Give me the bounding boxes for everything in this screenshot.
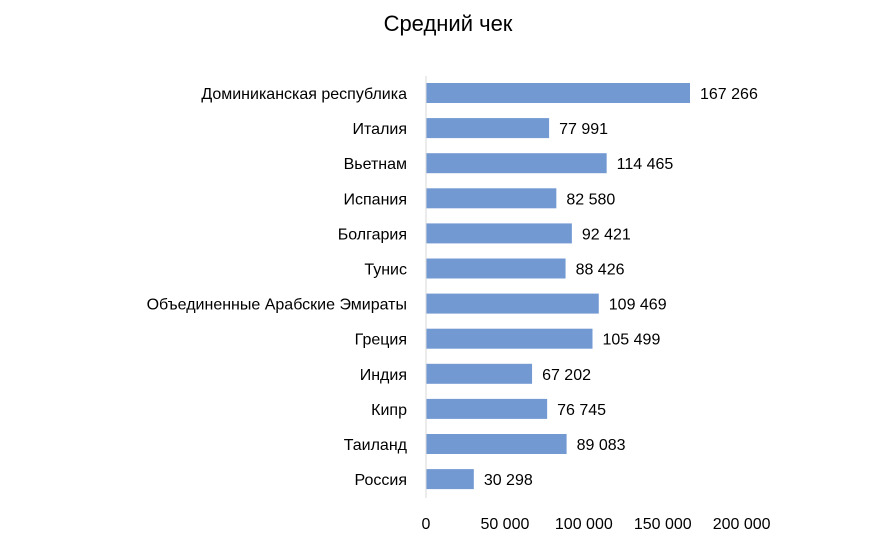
- category-label: Таиланд: [344, 437, 408, 454]
- category-label: Тунис: [364, 262, 407, 279]
- bar: [426, 153, 607, 174]
- category-label: Греция: [355, 332, 407, 349]
- value-label: 88 426: [576, 262, 625, 279]
- x-tick-label: 100 000: [555, 516, 613, 533]
- x-tick-label: 50 000: [480, 516, 529, 533]
- bar: [426, 328, 593, 349]
- bars-group: [426, 83, 690, 490]
- value-label: 30 298: [484, 472, 533, 489]
- bar: [426, 83, 690, 103]
- category-label: Объединенные Арабские Эмираты: [147, 297, 407, 314]
- bar: [426, 469, 474, 490]
- value-label: 92 421: [582, 226, 631, 243]
- bar: [426, 293, 599, 314]
- value-label: 77 991: [559, 121, 608, 138]
- x-tick-label: 150 000: [634, 516, 692, 533]
- bar: [426, 363, 533, 384]
- category-label: Кипр: [371, 402, 407, 419]
- value-label: 67 202: [542, 367, 591, 384]
- bar: [426, 188, 557, 209]
- category-labels-group: Доминиканская республика Италия Вьетнам Исп…: [147, 86, 408, 489]
- value-label: 109 469: [609, 297, 667, 314]
- bar: [426, 258, 566, 279]
- category-label: Испания: [344, 191, 408, 208]
- category-label: Италия: [353, 121, 407, 138]
- bar: [426, 118, 550, 139]
- category-label: Индия: [360, 367, 407, 384]
- category-label: Вьетнам: [344, 156, 407, 173]
- chart-title: Средний чек: [384, 11, 513, 36]
- value-label: 89 083: [577, 437, 626, 454]
- category-label: Болгария: [338, 226, 407, 243]
- x-tick-label: 200 000: [713, 516, 771, 533]
- bar: [426, 398, 548, 419]
- x-tick-labels-group: 0 50 000 100 000 150 000 200 000: [422, 516, 771, 533]
- value-label: 105 499: [603, 332, 661, 349]
- bar: [426, 223, 572, 244]
- value-label: 114 465: [617, 156, 674, 173]
- value-label: 167 266: [700, 86, 758, 103]
- value-labels-group: 167 266 77 991 114 465 82 580 92 421 88 426 10…: [484, 86, 758, 489]
- category-label: Доминиканская республика: [201, 86, 407, 103]
- value-label: 76 745: [557, 402, 606, 419]
- x-tick-label: 0: [422, 516, 431, 533]
- category-label: Россия: [355, 472, 407, 489]
- value-label: 82 580: [566, 191, 615, 208]
- bar: [426, 434, 567, 454]
